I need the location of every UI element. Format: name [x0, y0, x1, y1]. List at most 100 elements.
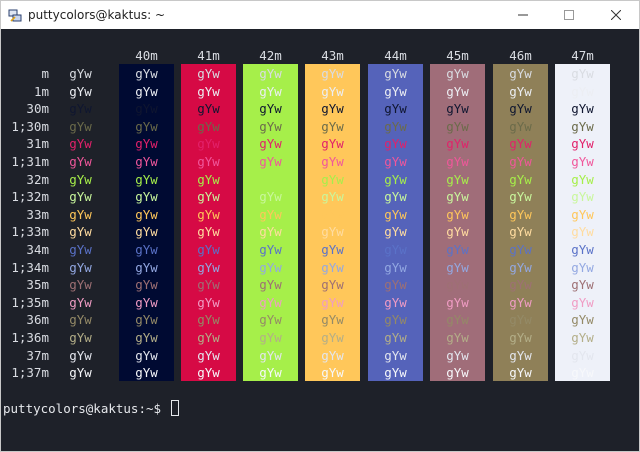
sample-cell: gYw [259, 365, 282, 381]
sample-cell: gYw [69, 118, 92, 134]
sample-cell: gYw [69, 224, 92, 240]
sample-cell: gYw [135, 365, 158, 381]
sample-cell: gYw [321, 242, 344, 257]
sample-cell: gYw [259, 259, 282, 275]
sample-cell: gYw [197, 365, 220, 381]
sample-cell: gYw [259, 189, 282, 205]
sample-cell: gYw [509, 347, 532, 363]
sample-cell: gYw [321, 312, 344, 328]
row-label: 1;37m [11, 365, 49, 381]
bg-header: 45m [446, 48, 469, 63]
sample-cell: gYw [259, 101, 282, 117]
bg-header: 42m [259, 48, 282, 63]
sample-cell: gYw [321, 136, 344, 152]
sample-cell: gYw [509, 330, 532, 345]
sample-cell: gYw [384, 294, 407, 310]
shell-prompt: puttycolors@kaktus:~$ [3, 400, 179, 418]
sample-cell: gYw [69, 136, 92, 152]
sample-cell: gYw [259, 347, 282, 363]
title-bar[interactable]: puttycolors@kaktus: ~ [1, 1, 639, 29]
sample-cell: gYw [259, 312, 282, 328]
sample-cell: gYw [571, 118, 594, 134]
row-label: 37m [26, 347, 49, 363]
sample-cell: gYw [135, 206, 158, 222]
sample-cell: gYw [509, 259, 532, 275]
sample-cell: gYw [135, 347, 158, 363]
putty-icon[interactable] [8, 8, 22, 22]
sample-cell: gYw [509, 206, 532, 222]
sample-cell: gYw [446, 365, 469, 381]
sample-cell: gYw [384, 171, 407, 187]
sample-cell: gYw [384, 83, 407, 99]
sample-cell: gYw [135, 154, 158, 169]
row-label: 32m [26, 171, 49, 187]
row-label: 1;33m [11, 224, 49, 240]
sample-cell: gYw [509, 66, 532, 81]
sample-cell: gYw [446, 294, 469, 310]
sample-cell: gYw [259, 206, 282, 222]
sample-cell: gYw [446, 154, 469, 169]
sample-cell: gYw [259, 83, 282, 99]
sample-cell: gYw [135, 224, 158, 240]
sample-cell: gYw [197, 277, 220, 293]
sample-cell: gYw [446, 277, 469, 293]
sample-cell: gYw [321, 189, 344, 205]
sample-cell: gYw [446, 224, 469, 240]
terminal-area[interactable]: puttycolors@kaktus:~$ 40m 41m 42m 43m 44m 45m… [1, 29, 639, 451]
sample-cell: gYw [197, 136, 220, 152]
sample-cell: gYw [571, 66, 594, 81]
sample-cell: gYw [69, 312, 92, 328]
sample-cell: gYw [69, 171, 92, 187]
sample-cell: gYw [135, 312, 158, 328]
maximize-button[interactable] [546, 1, 592, 29]
sample-cell: gYw [571, 330, 594, 345]
sample-cell: gYw [384, 224, 407, 240]
bg-column-46m [493, 64, 548, 381]
color-row: 1;35m gYw gYw gYw gYw gYw gYw gYw gYw gYw [1, 294, 639, 312]
sample-cell: gYw [446, 242, 469, 257]
sample-cell: gYw [69, 242, 92, 257]
sample-cell: gYw [135, 189, 158, 205]
row-label: 33m [26, 206, 49, 222]
sample-cell: gYw [321, 330, 344, 345]
sample-cell: gYw [259, 277, 282, 293]
sample-cell: gYw [571, 154, 594, 169]
bg-header: 43m [321, 48, 344, 63]
sample-cell: gYw [197, 312, 220, 328]
sample-cell: gYw [321, 66, 344, 81]
sample-cell: gYw [197, 66, 220, 81]
color-row: 30m gYw gYw gYw gYw gYw gYw gYw gYw gYw [1, 100, 639, 118]
sample-cell: gYw [135, 118, 158, 134]
row-label: 1;32m [11, 189, 49, 205]
sample-cell: gYw [197, 171, 220, 187]
bg-header: 46m [509, 48, 532, 63]
bg-column-40m [119, 64, 174, 381]
bg-column-43m [305, 64, 360, 381]
sample-cell: gYw [197, 242, 220, 257]
sample-cell: gYw [446, 66, 469, 81]
sample-cell: gYw [509, 101, 532, 117]
sample-cell: gYw [259, 154, 282, 169]
color-row: 1;30m gYw gYw gYw gYw gYw gYw gYw gYw gYw [1, 118, 639, 136]
sample-cell: gYw [69, 101, 92, 117]
sample-cell: gYw [384, 154, 407, 169]
sample-cell: gYw [135, 83, 158, 99]
sample-cell: gYw [259, 242, 282, 257]
sample-cell: gYw [446, 206, 469, 222]
minimize-button[interactable] [500, 1, 546, 29]
sample-cell: gYw [321, 83, 344, 99]
row-label: 30m [26, 101, 49, 117]
sample-cell: gYw [197, 189, 220, 205]
row-label: m [41, 66, 49, 81]
sample-cell: gYw [135, 294, 158, 310]
close-button[interactable] [593, 1, 639, 29]
sample-cell: gYw [571, 101, 594, 117]
sample-cell: gYw [69, 277, 92, 293]
sample-cell: gYw [571, 224, 594, 240]
row-label: 1;31m [11, 154, 49, 169]
sample-cell: gYw [571, 171, 594, 187]
sample-cell: gYw [69, 347, 92, 363]
sample-cell: gYw [509, 83, 532, 99]
bg-header: 44m [384, 48, 407, 63]
sample-cell: gYw [321, 171, 344, 187]
